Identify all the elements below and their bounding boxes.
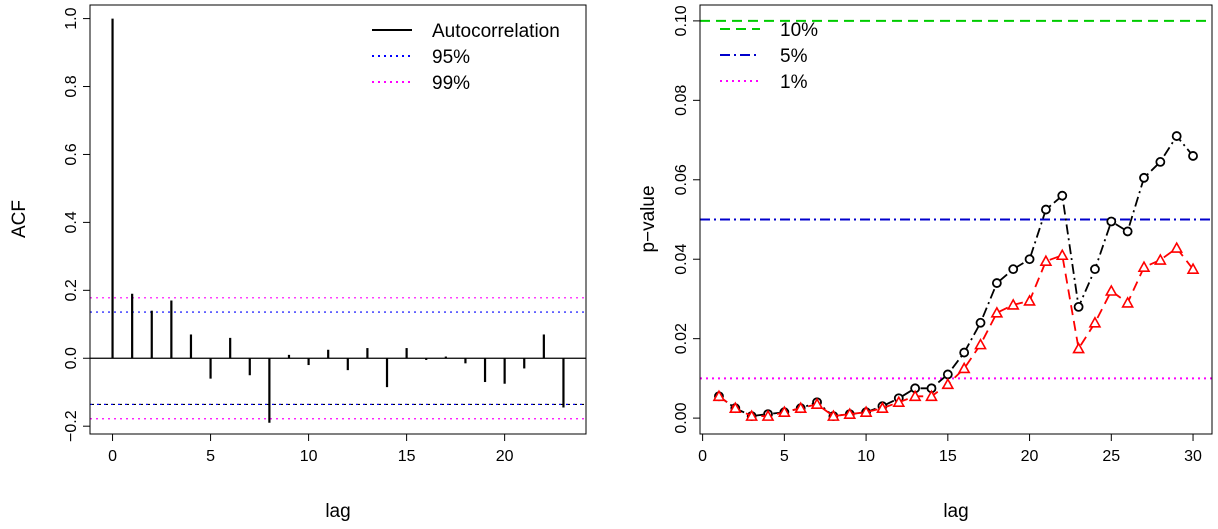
pvalue-series-0-point [959, 347, 970, 358]
pvalue-series-1-point [1072, 341, 1085, 354]
pvalue-plot-area [700, 19, 1212, 422]
pvalue-series-1-point [974, 337, 987, 350]
acf-axes: 0 5 10 15 20 −0.2 0.0 0.2 0.4 0.6 0.8 1.0 [63, 7, 514, 465]
acf-x-tick-label: 10 [300, 448, 318, 465]
pvalue-series-1-point [1023, 294, 1036, 306]
pvalue-series-0-point [975, 317, 986, 328]
pvalue-y-tick-label: 0.10 [673, 5, 690, 36]
acf-y-tick-label: 0.8 [63, 75, 80, 97]
acf-y-tick-label: 1.0 [63, 7, 80, 29]
pvalue-series-1-point [908, 389, 922, 402]
pvalue-series-1-point [892, 395, 906, 408]
pvalue-series-0-point [1073, 301, 1084, 312]
pvalue-legend-label-1: 1% [780, 72, 808, 93]
pvalue-x-tick-label: 5 [780, 448, 789, 465]
pvalue-series-0-point [1008, 264, 1019, 275]
pvalue-series-1-point [1170, 241, 1184, 253]
pvalue-axes: 0 5 10 15 20 25 30 0.00 0.02 0.04 0.06 0.08 0.10 [673, 5, 1202, 465]
pvalue-x-tick-label: 30 [1184, 448, 1202, 465]
acf-y-tick-label: −0.2 [63, 410, 80, 442]
pvalue-series-1-point [957, 361, 971, 374]
pvalue-x-tick-label: 25 [1102, 448, 1120, 465]
pvalue-y-tick-label: 0.06 [673, 164, 690, 195]
pvalue-series-0-point [1155, 157, 1166, 167]
pvalue-series-1-point [712, 389, 726, 402]
acf-x-tick-label: 0 [108, 448, 117, 465]
acf-x-axis-label: lag [325, 501, 350, 522]
pvalue-y-tick-label: 0.08 [673, 85, 690, 116]
pvalue-series-0-point [1171, 131, 1182, 141]
pvalue-series-1-point [761, 409, 775, 421]
pvalue-x-tick-label: 20 [1021, 448, 1039, 465]
pvalue-series-1-point [810, 397, 824, 410]
pvalue-panel: 0 5 10 15 20 25 30 0.00 0.02 0.04 0.06 0.08 0.10 lag… [638, 4, 1213, 522]
pvalue-series-0-point [1188, 151, 1198, 161]
acf-y-axis-label: ACF [9, 200, 30, 238]
pvalue-series-1-point [777, 405, 791, 417]
pvalue-series-1-point [859, 405, 873, 417]
pvalue-series-1-point [1039, 254, 1053, 267]
pvalue-series-1-point [1186, 262, 1200, 274]
pvalue-legend-label-10: 10% [780, 20, 818, 41]
pvalue-series-0-point [1122, 226, 1133, 237]
pvalue-series-1-point [827, 409, 840, 421]
pvalue-x-tick-label: 0 [698, 448, 707, 465]
pvalue-y-tick-label: 0.02 [673, 323, 690, 354]
pvalue-x-tick-label: 10 [857, 448, 875, 465]
pvalue-y-tick-label: 0.00 [673, 402, 690, 433]
pvalue-series-1-point [1104, 284, 1118, 296]
pvalue-series-1-point [941, 377, 955, 390]
pvalue-series-1-point [990, 306, 1004, 318]
pvalue-series-0-point [1090, 264, 1100, 275]
pvalue-y-axis-label: p−value [638, 185, 659, 252]
pvalue-series-1-point [728, 401, 742, 413]
pvalue-series-1-point [1137, 260, 1151, 272]
acf-x-tick-label: 5 [206, 448, 215, 465]
pvalue-series-0-point [1024, 254, 1035, 265]
acf-y-tick-label: 0.4 [63, 211, 80, 233]
pvalue-series-0-point [1106, 216, 1117, 227]
acf-x-tick-label: 20 [496, 448, 514, 465]
acf-legend-label-autocorrelation: Autocorrelation [432, 21, 560, 42]
pvalue-series-0-point [1041, 204, 1051, 215]
acf-plot-frame [89, 4, 587, 435]
acf-legend: Autocorrelation 95% 99% [372, 21, 560, 94]
pvalue-legend-label-5: 5% [780, 46, 808, 67]
acf-legend-label-99: 99% [432, 73, 470, 94]
acf-plot-area [90, 18, 586, 423]
pvalue-series-1-point [1088, 316, 1102, 328]
acf-legend-label-95: 95% [432, 47, 470, 68]
acf-y-tick-label: 0.2 [63, 279, 80, 301]
pvalue-series-1-point [1006, 298, 1020, 310]
pvalue-series-1-point [876, 401, 889, 413]
pvalue-series-1-point [843, 407, 857, 419]
pvalue-x-tick-label: 15 [939, 448, 957, 465]
pvalue-series-1-point [1055, 248, 1069, 261]
pvalue-plot-frame [699, 4, 1213, 435]
pvalue-series-1-point [794, 401, 808, 413]
pvalue-series-1-point [925, 389, 938, 402]
acf-x-tick-label: 15 [398, 448, 416, 465]
pvalue-series-0-point [1057, 190, 1068, 201]
pvalue-x-axis-label: lag [943, 501, 968, 522]
pvalue-series-0-line [718, 134, 1194, 418]
pvalue-series-1-point [1121, 296, 1135, 308]
pvalue-series-1-line [718, 246, 1194, 418]
pvalue-series-0-point [942, 369, 953, 380]
acf-y-tick-label: 0.6 [63, 143, 80, 165]
pvalue-y-tick-label: 0.04 [673, 244, 690, 275]
acf-y-tick-label: 0.0 [63, 347, 80, 369]
pvalue-series-0-point [991, 278, 1002, 288]
pvalue-series-1-point [1153, 253, 1167, 265]
pvalue-legend: 10% 5% 1% [720, 20, 818, 93]
pvalue-series-1-point [745, 409, 759, 421]
pvalue-series-0-point [1139, 172, 1149, 183]
acf-panel: 0 5 10 15 20 −0.2 0.0 0.2 0.4 0.6 0.8 1.0 lag ACF A… [9, 4, 587, 522]
